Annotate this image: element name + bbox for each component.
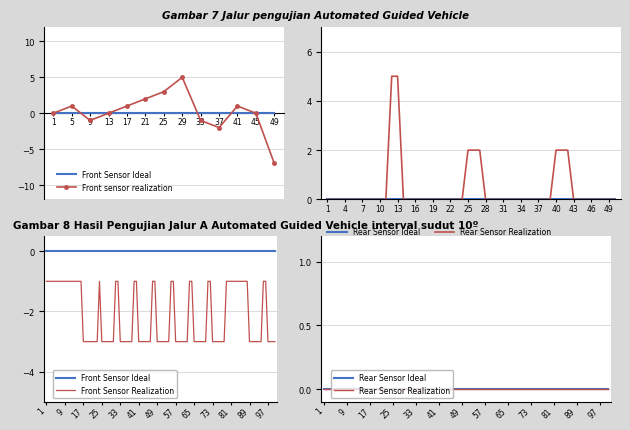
- Legend: Front Sensor Ideal, Front Sensor Realization: Front Sensor Ideal, Front Sensor Realiza…: [52, 370, 177, 398]
- Text: Gambar 7 Jalur pengujian Automated Guided Vehicle: Gambar 7 Jalur pengujian Automated Guide…: [161, 11, 469, 21]
- Legend: Front Sensor Ideal, Front sensor realization: Front Sensor Ideal, Front sensor realiza…: [53, 167, 176, 196]
- Legend: Rear Sensor Ideal, Rear Sensor Realization: Rear Sensor Ideal, Rear Sensor Realizati…: [325, 226, 554, 239]
- Text: Gambar 8 Hasil Pengujian Jalur A Automated Guided Vehicle interval sudut 10º: Gambar 8 Hasil Pengujian Jalur A Automat…: [13, 221, 478, 231]
- Legend: Rear Sensor Ideal, Rear Sensor Realization: Rear Sensor Ideal, Rear Sensor Realizati…: [331, 370, 454, 398]
